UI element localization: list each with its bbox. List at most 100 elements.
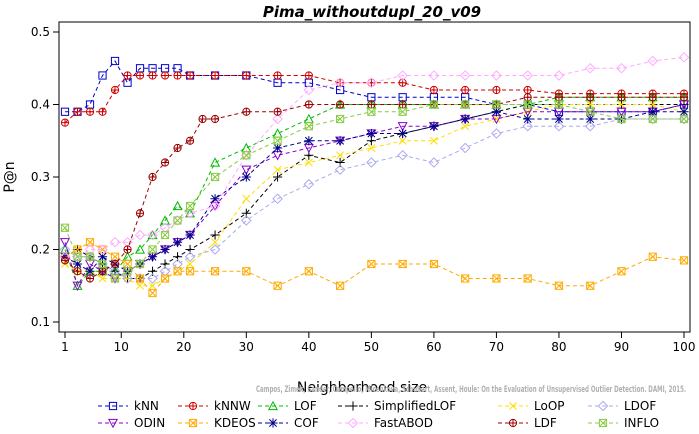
data-point bbox=[185, 71, 195, 80]
x-tick-label: 80 bbox=[551, 340, 566, 354]
data-point bbox=[148, 172, 157, 182]
data-point bbox=[60, 223, 70, 232]
data-point bbox=[98, 274, 107, 283]
x-axis: 1 10 20 30 40 50 60 70 80 90 100 bbox=[61, 332, 695, 354]
legend-marker bbox=[598, 418, 608, 428]
data-point bbox=[679, 107, 689, 117]
data-point bbox=[304, 100, 313, 109]
data-point bbox=[241, 215, 252, 226]
data-point bbox=[367, 107, 376, 116]
data-point bbox=[272, 172, 283, 182]
data-point bbox=[73, 107, 82, 116]
data-point bbox=[110, 252, 120, 261]
data-point bbox=[110, 85, 120, 95]
x-tick-label: 90 bbox=[614, 340, 629, 354]
data-point bbox=[73, 267, 82, 276]
data-point bbox=[184, 207, 196, 219]
data-point bbox=[242, 267, 251, 276]
data-point bbox=[429, 259, 438, 269]
data-point bbox=[272, 143, 283, 153]
y-tick-label: 0.2 bbox=[31, 243, 50, 257]
data-point bbox=[554, 93, 564, 102]
data-point bbox=[98, 71, 107, 80]
data-point bbox=[617, 93, 626, 102]
data-point bbox=[304, 158, 313, 167]
data-point bbox=[85, 266, 95, 276]
data-point bbox=[72, 259, 83, 269]
x-tick-label: 30 bbox=[239, 340, 254, 354]
data-point bbox=[429, 136, 438, 145]
data-point bbox=[60, 256, 70, 265]
data-point bbox=[242, 194, 251, 203]
data-point bbox=[304, 71, 313, 80]
data-point bbox=[123, 267, 132, 276]
data-point bbox=[148, 288, 157, 298]
data-point bbox=[428, 70, 440, 81]
data-point bbox=[198, 114, 207, 124]
legend-item-loop: LoOP bbox=[498, 399, 565, 413]
series-line bbox=[64, 75, 684, 123]
legend-marker bbox=[188, 401, 198, 411]
data-point bbox=[160, 230, 170, 240]
data-point bbox=[336, 151, 345, 160]
data-point bbox=[210, 267, 220, 276]
data-point bbox=[366, 77, 377, 89]
data-point bbox=[210, 157, 221, 167]
x-tick-label: 60 bbox=[426, 340, 441, 354]
data-point bbox=[84, 244, 96, 255]
data-point bbox=[336, 100, 345, 109]
legend-item-kdeos: KDEOS bbox=[178, 416, 256, 430]
data-point bbox=[554, 114, 564, 124]
data-point bbox=[209, 200, 221, 212]
data-point bbox=[460, 114, 470, 124]
data-point bbox=[122, 273, 133, 284]
x-tick-label: 20 bbox=[176, 340, 191, 354]
series-layer bbox=[59, 52, 690, 298]
data-point bbox=[210, 230, 220, 240]
data-point bbox=[159, 222, 171, 234]
legend-label: LoOP bbox=[534, 399, 565, 413]
data-point bbox=[679, 93, 689, 102]
legend-item-inflo: INFLO bbox=[588, 416, 659, 430]
legend-marker bbox=[267, 400, 279, 411]
data-point bbox=[172, 258, 183, 270]
data-point bbox=[84, 251, 96, 263]
data-point bbox=[461, 274, 470, 283]
legend-marker bbox=[347, 417, 359, 429]
data-point bbox=[492, 115, 501, 123]
data-point bbox=[85, 107, 95, 116]
data-point bbox=[123, 259, 132, 269]
legend: kNN kNNW LOF SimplifiedLOF LoOP LDOF ODIN KDEOS… bbox=[98, 399, 659, 430]
data-point bbox=[273, 136, 282, 145]
legend-label: KDEOS bbox=[214, 416, 256, 430]
data-point bbox=[273, 165, 282, 174]
series-ldf bbox=[60, 93, 689, 283]
legend-item-fastabod: FastABOD bbox=[338, 416, 433, 430]
data-point bbox=[522, 120, 533, 132]
data-point bbox=[85, 252, 95, 261]
data-point bbox=[185, 207, 196, 218]
data-point bbox=[303, 178, 315, 190]
data-point bbox=[242, 107, 251, 116]
data-point bbox=[97, 252, 108, 262]
data-point bbox=[272, 151, 283, 161]
data-point bbox=[459, 70, 471, 81]
data-point bbox=[85, 274, 95, 283]
data-point bbox=[98, 267, 107, 276]
data-point bbox=[273, 107, 282, 116]
legend-label: INFLO bbox=[624, 416, 659, 430]
legend-marker bbox=[268, 418, 278, 428]
data-point bbox=[184, 251, 196, 263]
x-tick-label: 10 bbox=[114, 340, 129, 354]
data-point bbox=[160, 274, 170, 283]
data-point bbox=[135, 209, 145, 218]
data-point bbox=[85, 100, 95, 109]
data-point bbox=[584, 62, 596, 74]
data-point bbox=[554, 281, 564, 290]
data-point bbox=[398, 100, 407, 109]
legend-label: kNNW bbox=[214, 399, 251, 413]
data-point bbox=[160, 215, 171, 225]
data-point bbox=[553, 120, 565, 132]
data-point bbox=[398, 136, 407, 145]
